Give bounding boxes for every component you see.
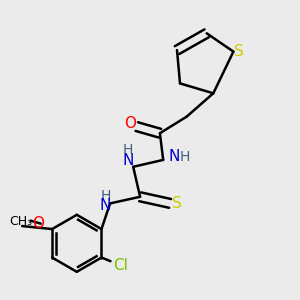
Text: CH₃: CH₃ [9,215,32,228]
Text: N: N [168,149,179,164]
Text: H: H [180,150,190,164]
Text: S: S [172,196,182,211]
Text: Cl: Cl [112,258,128,274]
Text: O: O [33,216,45,231]
Text: N: N [122,153,134,168]
Text: H: H [100,189,111,203]
Text: S: S [234,44,244,59]
Text: N: N [100,198,111,213]
Text: O: O [124,116,136,131]
Text: H: H [123,143,133,157]
